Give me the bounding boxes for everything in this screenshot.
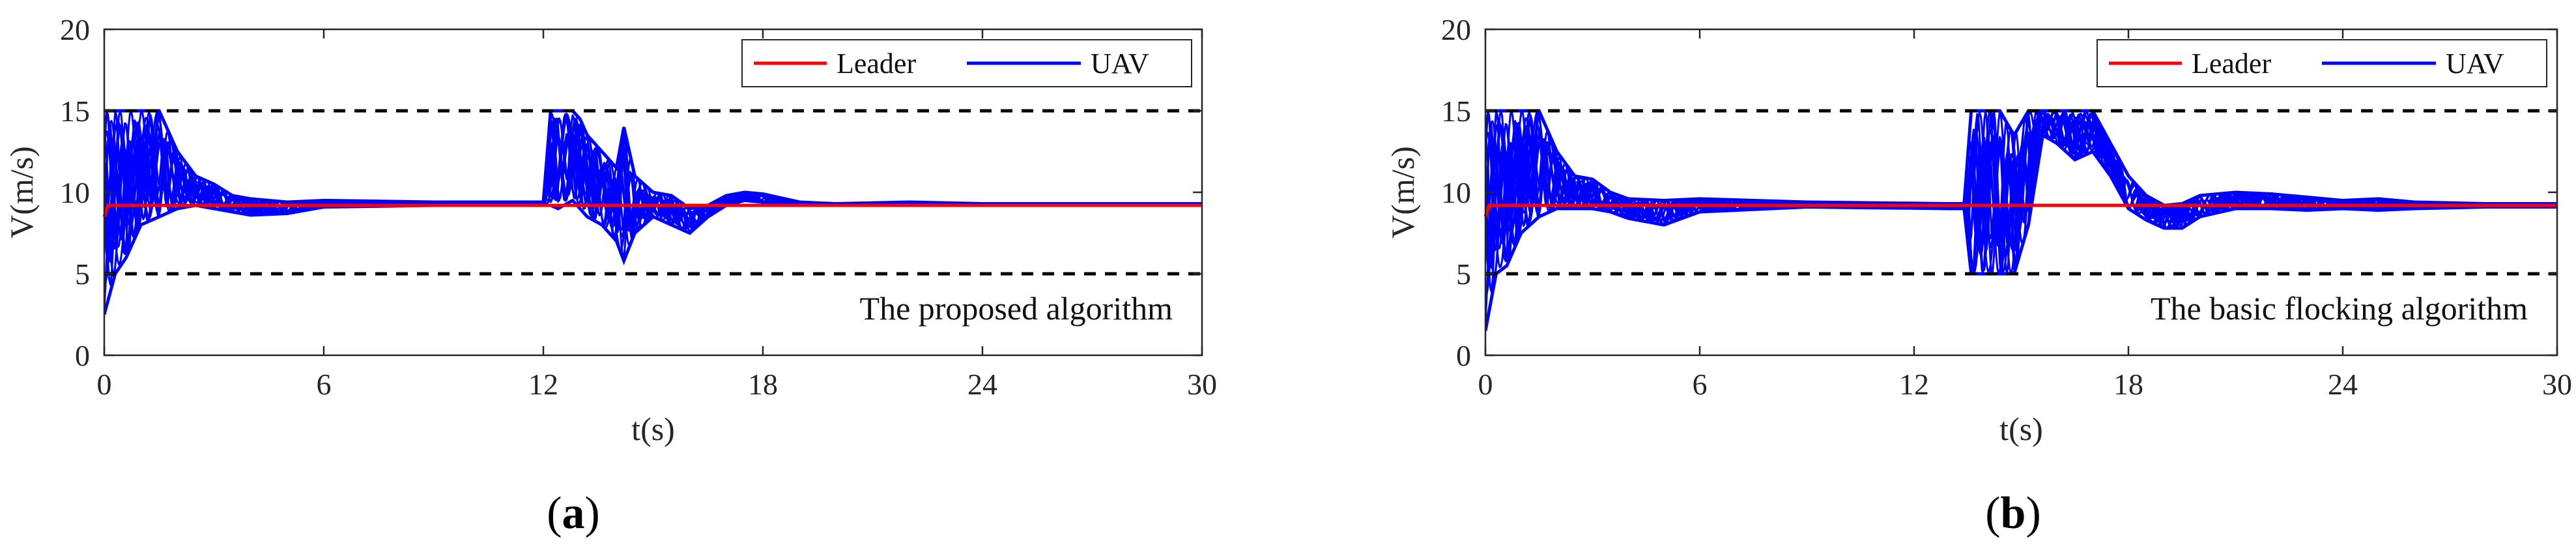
- x-axis-label: t(s): [1999, 411, 2043, 447]
- y-axis-label: V(m/s): [3, 146, 40, 239]
- uav-series-line: [1485, 111, 2557, 274]
- x-tick-label: 0: [1478, 368, 1493, 401]
- y-tick-label: 20: [1441, 13, 1471, 46]
- x-tick-label: 12: [1899, 368, 1929, 401]
- legend-leader-label: Leader: [2192, 48, 2271, 80]
- legend-uav-label: UAV: [2446, 48, 2504, 80]
- y-tick-label: 5: [1456, 257, 1471, 291]
- x-tick-label: 30: [1187, 368, 1217, 401]
- y-tick-label: 0: [1456, 339, 1471, 372]
- y-tick-label: 15: [60, 95, 90, 128]
- panel-label-b: (b): [1985, 488, 2041, 538]
- x-tick-label: 24: [967, 368, 997, 401]
- uav-series-line: [104, 111, 1202, 251]
- x-tick-label: 6: [317, 368, 332, 401]
- panel-label-a: (a): [547, 488, 600, 538]
- y-tick-label: 15: [1441, 95, 1471, 128]
- x-axis-label: t(s): [631, 411, 675, 447]
- y-ticks: 0 5 10 15 20: [1441, 13, 2557, 372]
- x-tick-label: 6: [1693, 368, 1708, 401]
- legend-uav-label: UAV: [1091, 48, 1149, 80]
- uav-envelope-upper: [104, 109, 1202, 211]
- algorithm-annotation: The basic flocking algorithm: [2151, 290, 2528, 327]
- uav-series-line: [104, 123, 1202, 254]
- uav-series-line: [104, 117, 1202, 275]
- x-tick-label: 12: [528, 368, 558, 401]
- chart-panel-a: 0 6 12 18 24 30 0 5 10 15 20 t(s) V(m/s) The prop…: [3, 13, 1217, 538]
- x-tick-label: 18: [2113, 368, 2143, 401]
- uav-series-line: [104, 111, 1202, 256]
- x-tick-label: 30: [2542, 368, 2572, 401]
- uav-envelope-lower: [1485, 132, 2557, 331]
- uav-series-line: [104, 111, 1202, 267]
- leader-line: [102, 203, 1202, 218]
- x-tick-label: 24: [2328, 368, 2358, 401]
- y-ticks: 0 5 10 15 20: [60, 13, 1202, 372]
- uav-band: [104, 109, 1202, 316]
- x-ticks: 0 6 12 18 24 30: [97, 29, 1217, 401]
- x-ticks: 0 6 12 18 24 30: [1478, 29, 2572, 401]
- x-tick-label: 0: [97, 368, 112, 401]
- uav-series-line: [104, 111, 1202, 248]
- y-tick-label: 10: [1441, 176, 1471, 209]
- x-tick-label: 18: [748, 368, 778, 401]
- uav-series-line: [104, 112, 1202, 260]
- algorithm-annotation: The proposed algorithm: [860, 290, 1173, 327]
- legend: Leader UAV: [741, 39, 1192, 87]
- uav-series-line: [104, 110, 1202, 266]
- y-tick-label: 10: [60, 176, 90, 209]
- y-tick-label: 5: [75, 257, 90, 291]
- legend: Leader UAV: [2097, 39, 2547, 87]
- chart-panel-b: 0 6 12 18 24 30 0 5 10 15 20 t(s) V(m/s) The basi…: [1384, 13, 2572, 538]
- y-axis-label: V(m/s): [1384, 146, 1421, 239]
- y-tick-label: 0: [75, 339, 90, 372]
- uav-envelope-upper: [1485, 109, 2557, 207]
- leader-line: [1483, 203, 2557, 218]
- legend-leader-label: Leader: [837, 48, 916, 80]
- uav-series-line: [104, 110, 1202, 263]
- y-tick-label: 20: [60, 13, 90, 46]
